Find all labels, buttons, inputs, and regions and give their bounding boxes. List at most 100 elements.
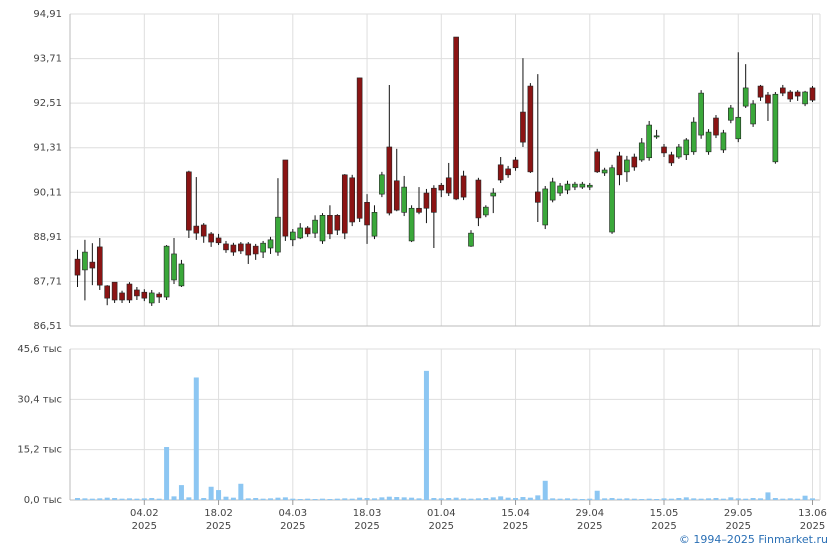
candle-body [349, 177, 355, 223]
candle-body [512, 159, 519, 169]
volume-bar [646, 498, 652, 500]
volume-bar [342, 498, 348, 500]
footer-link[interactable]: © 1994–2025 Finmarket.ru [678, 533, 828, 546]
volume-bar [787, 498, 793, 500]
volume-bar [594, 490, 600, 500]
volume-bar [208, 486, 214, 500]
volume-bar [453, 497, 459, 500]
candle-body [720, 132, 727, 151]
volume-bar [357, 497, 363, 500]
volume-bar [290, 498, 296, 500]
y-tick-label: 45,6 тыс [17, 344, 62, 355]
candle-body [267, 239, 274, 249]
candle-body [772, 93, 779, 163]
volume-bar [557, 498, 563, 500]
volume-bar [639, 499, 645, 500]
volume-bar [112, 498, 118, 500]
candle-body [520, 111, 526, 143]
candle-body [141, 291, 148, 299]
volume-bar [89, 498, 95, 500]
volume-bar [624, 498, 630, 500]
candle-body [119, 292, 125, 301]
volume-bar [97, 498, 103, 500]
candle-body [401, 186, 407, 213]
candle-body [282, 159, 289, 237]
candle-body [104, 285, 110, 299]
volume-bar [713, 498, 719, 500]
candle-body [238, 243, 244, 252]
volume-bar [193, 377, 199, 500]
volume-bar [490, 497, 496, 500]
candle-body [572, 183, 578, 188]
volume-bar [423, 370, 429, 500]
volume-bar [602, 498, 608, 500]
volume-bar [119, 498, 125, 500]
volume-bar [82, 498, 88, 500]
candle-body [96, 246, 103, 286]
candle-body [483, 206, 489, 216]
volume-bar [498, 496, 504, 500]
x-tick-label: 29.04 2025 [575, 508, 605, 532]
volume-bar [386, 496, 392, 500]
candle-body [445, 177, 452, 194]
volume-bar [513, 498, 519, 500]
y-tick-label: 92,51 [33, 98, 62, 109]
candle-body [148, 292, 155, 304]
volume-bar [587, 498, 593, 500]
candle-body [82, 251, 88, 271]
volume-bar [275, 497, 281, 500]
volume-bar [312, 499, 318, 500]
y-tick-label: 0,0 тыс [24, 495, 62, 506]
x-tick-label: 18.03 2025 [352, 508, 382, 532]
y-tick-label: 15,2 тыс [17, 445, 62, 456]
candle-body [393, 180, 400, 211]
candle-body [802, 91, 808, 105]
x-tick-label: 18.02 2025 [204, 508, 233, 532]
y-tick-label: 90,11 [33, 187, 62, 198]
volume-bar [795, 498, 801, 500]
candle-body [728, 107, 734, 121]
candle-body [304, 227, 311, 235]
candle-body [564, 183, 571, 191]
volume-bar [616, 498, 622, 500]
candle-body [690, 121, 697, 153]
candle-body [178, 263, 185, 287]
candle-body [275, 216, 281, 253]
volume-bar [654, 499, 660, 500]
volume-bar [349, 498, 355, 500]
volume-bar [609, 498, 615, 500]
x-tick-label: 13.06 2025 [798, 508, 827, 532]
candle-body [356, 77, 363, 219]
volume-bar [765, 492, 771, 500]
volume-bar [409, 497, 415, 500]
candle-body [594, 151, 600, 173]
candle-body [215, 237, 222, 244]
volume-bar [75, 498, 80, 500]
volume-bar [394, 497, 400, 500]
candle-body [163, 245, 170, 298]
volume-bar [320, 498, 325, 500]
volume-bar [104, 497, 110, 500]
candle-body [765, 94, 771, 104]
volume-bar [520, 497, 526, 500]
y-tick-label: 87,71 [33, 276, 62, 287]
candle-body [787, 91, 794, 100]
volume-bar [134, 498, 140, 500]
candle-body [252, 245, 259, 255]
volume-bar [676, 498, 682, 500]
volume-bar [772, 498, 778, 500]
candle-body [74, 258, 81, 276]
candle-body [542, 188, 549, 226]
candle-body [408, 207, 415, 242]
volume-bar [379, 497, 385, 500]
volume-bar [743, 498, 749, 500]
volume-bar [542, 480, 548, 500]
volume-bar [245, 498, 251, 500]
candle-body [327, 215, 333, 235]
candle-body [549, 181, 556, 201]
volume-bar [728, 497, 734, 500]
candle-body [705, 131, 712, 153]
candle-body [290, 231, 296, 241]
candle-body [156, 293, 162, 298]
volume-bar [186, 497, 192, 500]
